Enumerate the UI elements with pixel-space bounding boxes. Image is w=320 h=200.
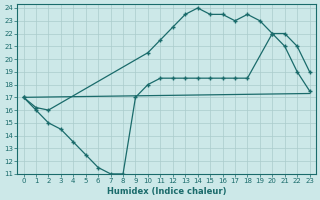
X-axis label: Humidex (Indice chaleur): Humidex (Indice chaleur) xyxy=(107,187,226,196)
